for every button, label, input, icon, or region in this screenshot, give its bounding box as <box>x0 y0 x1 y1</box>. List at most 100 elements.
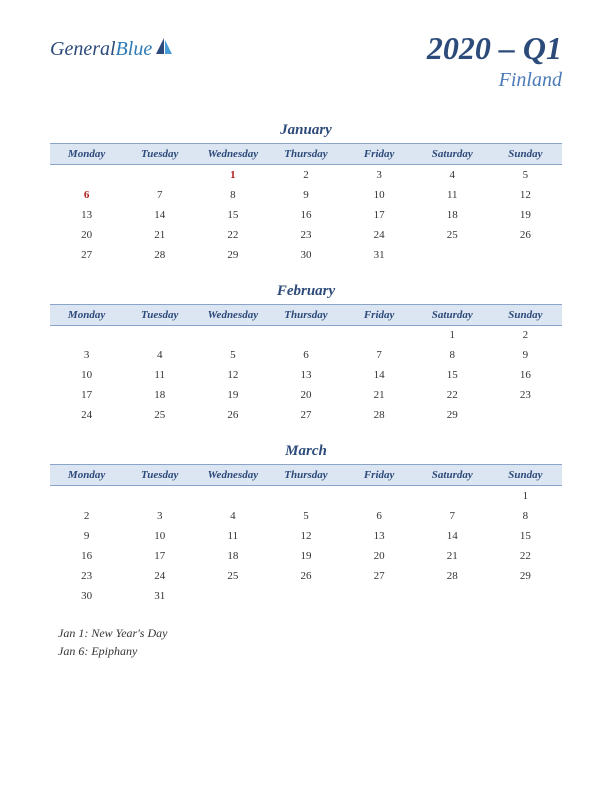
calendar-cell: 1 <box>416 325 489 345</box>
calendar-cell: 14 <box>343 365 416 385</box>
calendar-cell: 31 <box>123 586 196 606</box>
calendar-cell: 20 <box>50 225 123 245</box>
calendar-cell: 21 <box>123 225 196 245</box>
day-header: Sunday <box>489 304 562 325</box>
calendar-cell: 2 <box>489 325 562 345</box>
calendar-cell: 8 <box>196 185 269 205</box>
calendar-cell <box>343 486 416 506</box>
calendar-cell <box>123 325 196 345</box>
day-header: Thursday <box>269 304 342 325</box>
calendar-cell: 20 <box>343 546 416 566</box>
calendar-cell: 25 <box>416 225 489 245</box>
calendar-cell: 18 <box>416 205 489 225</box>
calendar-row: 12345 <box>50 165 562 185</box>
calendar-cell: 25 <box>196 566 269 586</box>
calendar-cell <box>489 586 562 606</box>
calendar-cell <box>50 325 123 345</box>
calendar-cell: 24 <box>50 405 123 425</box>
calendar-cell: 2 <box>269 165 342 185</box>
calendar-cell: 7 <box>416 506 489 526</box>
calendar-cell: 24 <box>123 566 196 586</box>
calendar-cell <box>489 405 562 425</box>
calendar-cell: 11 <box>123 365 196 385</box>
calendar-cell: 8 <box>489 506 562 526</box>
month-name: January <box>50 122 562 139</box>
calendar-cell <box>196 586 269 606</box>
calendar-table: MondayTuesdayWednesdayThursdayFridaySatu… <box>50 304 562 426</box>
calendar-cell: 26 <box>489 225 562 245</box>
day-header: Thursday <box>269 144 342 165</box>
calendar-cell: 10 <box>343 185 416 205</box>
calendar-cell: 27 <box>343 566 416 586</box>
calendar-cell: 15 <box>489 526 562 546</box>
calendar-cell <box>269 486 342 506</box>
calendar-row: 2728293031 <box>50 245 562 265</box>
calendar-cell: 23 <box>489 385 562 405</box>
day-header: Saturday <box>416 304 489 325</box>
calendar-cell: 26 <box>196 405 269 425</box>
calendar-cell: 5 <box>269 506 342 526</box>
calendar-cell: 4 <box>416 165 489 185</box>
calendar-cell <box>123 486 196 506</box>
calendar-row: 9101112131415 <box>50 526 562 546</box>
calendar-row: 3456789 <box>50 345 562 365</box>
calendar-cell: 28 <box>416 566 489 586</box>
calendar-cell: 30 <box>50 586 123 606</box>
holiday-entry: Jan 6: Epiphany <box>58 642 562 660</box>
day-header: Monday <box>50 304 123 325</box>
calendar-cell: 13 <box>343 526 416 546</box>
calendar-cell: 19 <box>269 546 342 566</box>
month-block: MarchMondayTuesdayWednesdayThursdayFrida… <box>50 443 562 606</box>
calendar-cell: 19 <box>489 205 562 225</box>
calendar-cell: 28 <box>343 405 416 425</box>
header: GeneralBlue 2020 – Q1 Finland <box>50 30 562 92</box>
day-header: Wednesday <box>196 304 269 325</box>
title-block: 2020 – Q1 Finland <box>427 30 562 92</box>
calendar-cell: 6 <box>343 506 416 526</box>
calendar-cell: 23 <box>269 225 342 245</box>
calendar-cell: 2 <box>50 506 123 526</box>
day-header: Monday <box>50 144 123 165</box>
calendar-cell <box>269 325 342 345</box>
month-block: JanuaryMondayTuesdayWednesdayThursdayFri… <box>50 122 562 265</box>
day-header: Friday <box>343 144 416 165</box>
calendar-cell <box>343 586 416 606</box>
calendar-table: MondayTuesdayWednesdayThursdayFridaySatu… <box>50 464 562 606</box>
calendar-cell: 22 <box>196 225 269 245</box>
calendar-cell: 29 <box>196 245 269 265</box>
calendar-cell: 11 <box>416 185 489 205</box>
calendar-cell: 11 <box>196 526 269 546</box>
calendar-cell: 18 <box>123 385 196 405</box>
logo-text-1: General <box>50 38 116 60</box>
calendar-cell <box>343 325 416 345</box>
calendar-cell: 3 <box>50 345 123 365</box>
calendar-cell: 5 <box>489 165 562 185</box>
calendar-cell: 1 <box>196 165 269 185</box>
calendar-cell: 17 <box>123 546 196 566</box>
calendar-cell: 12 <box>489 185 562 205</box>
calendar-cell: 10 <box>50 365 123 385</box>
calendar-cell: 21 <box>416 546 489 566</box>
calendar-row: 242526272829 <box>50 405 562 425</box>
calendars-container: JanuaryMondayTuesdayWednesdayThursdayFri… <box>50 122 562 606</box>
calendar-cell: 9 <box>269 185 342 205</box>
calendar-row: 10111213141516 <box>50 365 562 385</box>
page-title: 2020 – Q1 <box>427 30 562 67</box>
day-header: Sunday <box>489 144 562 165</box>
country-subtitle: Finland <box>427 69 562 92</box>
day-header: Saturday <box>416 465 489 486</box>
calendar-cell <box>489 245 562 265</box>
calendar-cell: 17 <box>50 385 123 405</box>
day-header: Wednesday <box>196 465 269 486</box>
calendar-cell: 17 <box>343 205 416 225</box>
calendar-row: 17181920212223 <box>50 385 562 405</box>
calendar-cell: 15 <box>416 365 489 385</box>
calendar-cell: 6 <box>269 345 342 365</box>
calendar-cell: 24 <box>343 225 416 245</box>
calendar-cell: 4 <box>196 506 269 526</box>
calendar-row: 1 <box>50 486 562 506</box>
day-header: Tuesday <box>123 465 196 486</box>
calendar-cell <box>416 245 489 265</box>
calendar-cell: 14 <box>416 526 489 546</box>
holiday-entry: Jan 1: New Year's Day <box>58 624 562 642</box>
